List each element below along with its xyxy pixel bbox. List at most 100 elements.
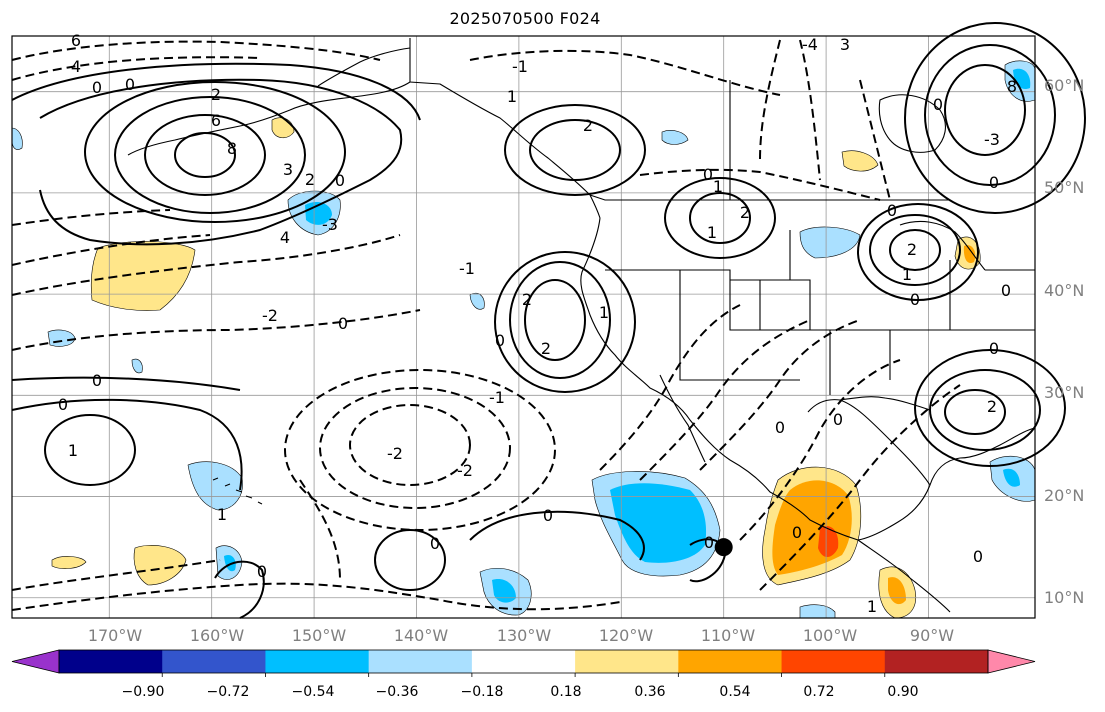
contour-value-label: 0 (92, 78, 102, 97)
contour-lines-dashed (11, 39, 961, 611)
contour-value-label: 4 (71, 57, 81, 76)
negative-shade-core (1003, 468, 1020, 487)
contour-value-label: 1 (902, 265, 912, 284)
contour-value-label: 0 (933, 95, 943, 114)
contour-value-label: 2 (541, 339, 551, 358)
negative-shade-region (661, 130, 689, 145)
contour-value-label: -3 (322, 215, 338, 234)
lon-label-120w: 120°W (598, 626, 654, 645)
contour-value-label: -1 (489, 388, 505, 407)
contour-value-label: -2 (262, 306, 278, 325)
colorbar-min-extend (11, 649, 60, 674)
negative-shade-region (47, 329, 76, 347)
colorbar-segment (59, 650, 163, 673)
negative-shade-core (610, 483, 707, 563)
colorbar-segment (471, 650, 576, 673)
negative-shade-region (799, 226, 861, 259)
positive-shade-region (51, 556, 87, 569)
positive-shade-peak (818, 526, 839, 557)
positive-shade-region (841, 150, 879, 172)
contour-value-label: 0 (704, 533, 714, 552)
contour-value-label: 0 (92, 371, 102, 390)
lat-label-50n: 50°N (1044, 178, 1085, 197)
contour-value-label: 6 (71, 31, 81, 50)
lon-label-90w: 90°W (909, 626, 955, 645)
contour-value-label: 0 (58, 395, 68, 414)
colorbar-segment (162, 650, 266, 673)
contour-value-label: 0 (125, 75, 135, 94)
contour-value-label: 0 (257, 562, 267, 581)
contour-value-label: 0 (887, 201, 897, 220)
colorbar-segment (368, 650, 473, 673)
colorbar-tick-label: 0.36 (634, 684, 666, 700)
contour-value-label: 0 (792, 523, 802, 542)
contour-value-label: 1 (867, 597, 877, 616)
contour-value-label: 0 (775, 418, 785, 437)
lat-label-40n: 40°N (1044, 281, 1085, 300)
lat-label-20n: 20°N (1044, 486, 1085, 505)
colorbar-outline (58, 649, 989, 674)
contour-value-label: 0 (543, 506, 553, 525)
colorbar-segment (575, 650, 679, 673)
lon-label-100w: 100°W (802, 626, 858, 645)
lat-label-10n: 10°N (1044, 588, 1085, 607)
contour-value-label: -2 (457, 461, 473, 480)
contour-value-label: -1 (459, 259, 475, 278)
contour-value-label: 0 (430, 534, 440, 553)
negative-shade-region (799, 604, 836, 619)
colorbar-tick-label: 0.90 (887, 684, 919, 700)
contour-lines (11, 22, 1086, 619)
map-title: 2025070500 F024 (449, 9, 601, 28)
colorbar-tick-label: 0.72 (803, 684, 835, 700)
lon-label-140w: 140°W (393, 626, 449, 645)
contour-value-label: 1 (707, 223, 717, 242)
contour-value-label: 0 (1001, 281, 1011, 300)
shading-layer (11, 60, 1036, 619)
colorbar (11, 649, 1036, 677)
colorbar-tick-label: 0.54 (719, 684, 751, 700)
contour-value-label: 6 (211, 111, 221, 130)
lat-label-30n: 30°N (1044, 383, 1085, 402)
lon-label-160w: 160°W (189, 626, 245, 645)
contour-value-label: 0 (989, 339, 999, 358)
positive-shade-core (963, 245, 976, 264)
colorbar-max-extend (987, 649, 1036, 674)
colorbar-segment (884, 650, 989, 673)
contour-value-label: 0 (973, 547, 983, 566)
colorbar-segment (678, 650, 783, 673)
positive-shade-region (90, 241, 196, 311)
contour-value-label: 1 (217, 505, 227, 524)
contour-value-label: 0 (703, 165, 713, 184)
negative-shade-core (492, 579, 516, 603)
colorbar-tick-label: 0.18 (550, 684, 582, 700)
contour-value-label: 2 (305, 170, 315, 189)
contour-value-label: 1 (599, 303, 609, 322)
positive-shade-core (888, 577, 906, 605)
contour-value-label: 2 (987, 397, 997, 416)
colorbar-tick-label: −0.72 (206, 684, 250, 700)
contour-value-label: 0 (338, 314, 348, 333)
colorbar-tick-label: −0.36 (375, 684, 419, 700)
contour-value-label: -4 (802, 35, 818, 54)
positive-shade-region (133, 545, 187, 586)
contour-value-label: 2 (583, 116, 593, 135)
contour-value-label: 0 (833, 410, 843, 429)
contour-value-label: 1 (713, 177, 723, 196)
colorbar-tick-label: −0.90 (121, 684, 165, 700)
colorbar-tick-label: −0.18 (460, 684, 504, 700)
contour-value-label: 2 (740, 203, 750, 222)
lon-label-150w: 150°W (291, 626, 347, 645)
contour-value-label: 3 (283, 160, 293, 179)
coastlines (127, 38, 1036, 613)
contour-value-label: 2 (907, 240, 917, 259)
negative-shade-region (131, 358, 143, 374)
contour-value-label: 8 (1007, 77, 1017, 96)
negative-shade-region (469, 292, 485, 310)
contour-value-label: -2 (387, 444, 403, 463)
contour-value-label: 2 (211, 85, 221, 104)
negative-shade-region (11, 127, 23, 150)
contour-value-label: -3 (984, 130, 1000, 149)
lon-label-130w: 130°W (496, 626, 552, 645)
